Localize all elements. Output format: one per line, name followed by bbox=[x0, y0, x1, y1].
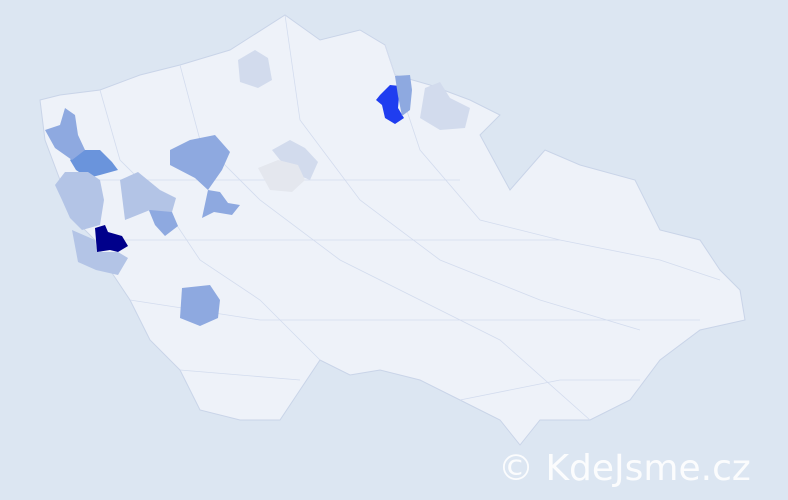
district-lower bbox=[120, 172, 176, 220]
district-low bbox=[395, 75, 412, 116]
district-low bbox=[45, 108, 85, 160]
district-high bbox=[376, 85, 404, 124]
district-grey bbox=[258, 160, 305, 192]
country-outline bbox=[39, 14, 746, 446]
district-lower bbox=[72, 230, 128, 275]
district-lowest bbox=[420, 82, 470, 130]
district-low bbox=[180, 285, 220, 326]
district-low bbox=[202, 190, 240, 218]
district-lower bbox=[55, 172, 104, 230]
district-darkest bbox=[95, 225, 128, 252]
district-mid bbox=[70, 150, 118, 178]
district-low bbox=[170, 135, 230, 190]
district-lowest bbox=[238, 50, 272, 88]
district-lowest bbox=[272, 140, 318, 180]
watermark: © KdeJsme.cz bbox=[498, 448, 751, 489]
district-low bbox=[148, 205, 178, 236]
district-grid bbox=[60, 14, 721, 421]
